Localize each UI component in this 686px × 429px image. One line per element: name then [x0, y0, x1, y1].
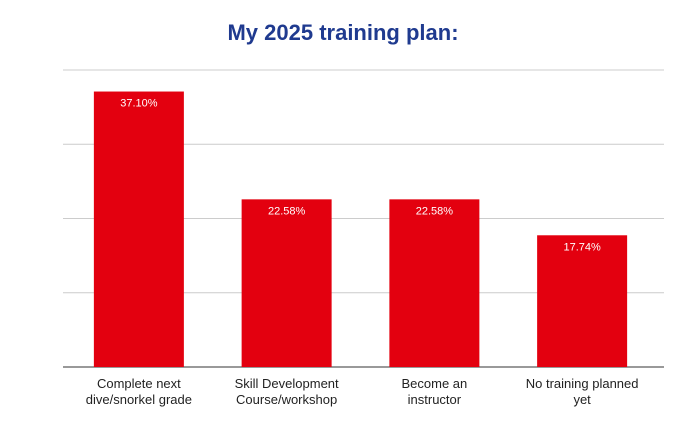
bar: [537, 235, 628, 367]
bar-data-label: 22.58%: [416, 205, 454, 217]
bar-data-label: 22.58%: [268, 205, 306, 217]
category-label: Skill Development Course/workshop: [235, 376, 339, 407]
bar-data-label: 37.10%: [120, 98, 158, 110]
category-label-line: Complete next: [97, 376, 181, 391]
category-label-line: Course/workshop: [236, 392, 337, 407]
bar: [241, 199, 332, 367]
bar: [93, 91, 184, 367]
category-label: Complete next dive/snorkel grade: [86, 376, 192, 407]
category-label: No training planned yet: [526, 376, 639, 407]
category-label-line: yet: [573, 392, 591, 407]
category-label-line: instructor: [408, 392, 462, 407]
category-label-line: Become an: [401, 376, 467, 391]
category-label-line: No training planned: [526, 376, 639, 391]
category-label: Become an instructor: [401, 376, 467, 407]
chart-title: My 2025 training plan:: [227, 20, 459, 45]
category-label-line: Skill Development: [235, 376, 339, 391]
bar: [389, 199, 480, 367]
category-label-line: dive/snorkel grade: [86, 392, 192, 407]
bar-data-label: 17.74%: [563, 241, 601, 253]
